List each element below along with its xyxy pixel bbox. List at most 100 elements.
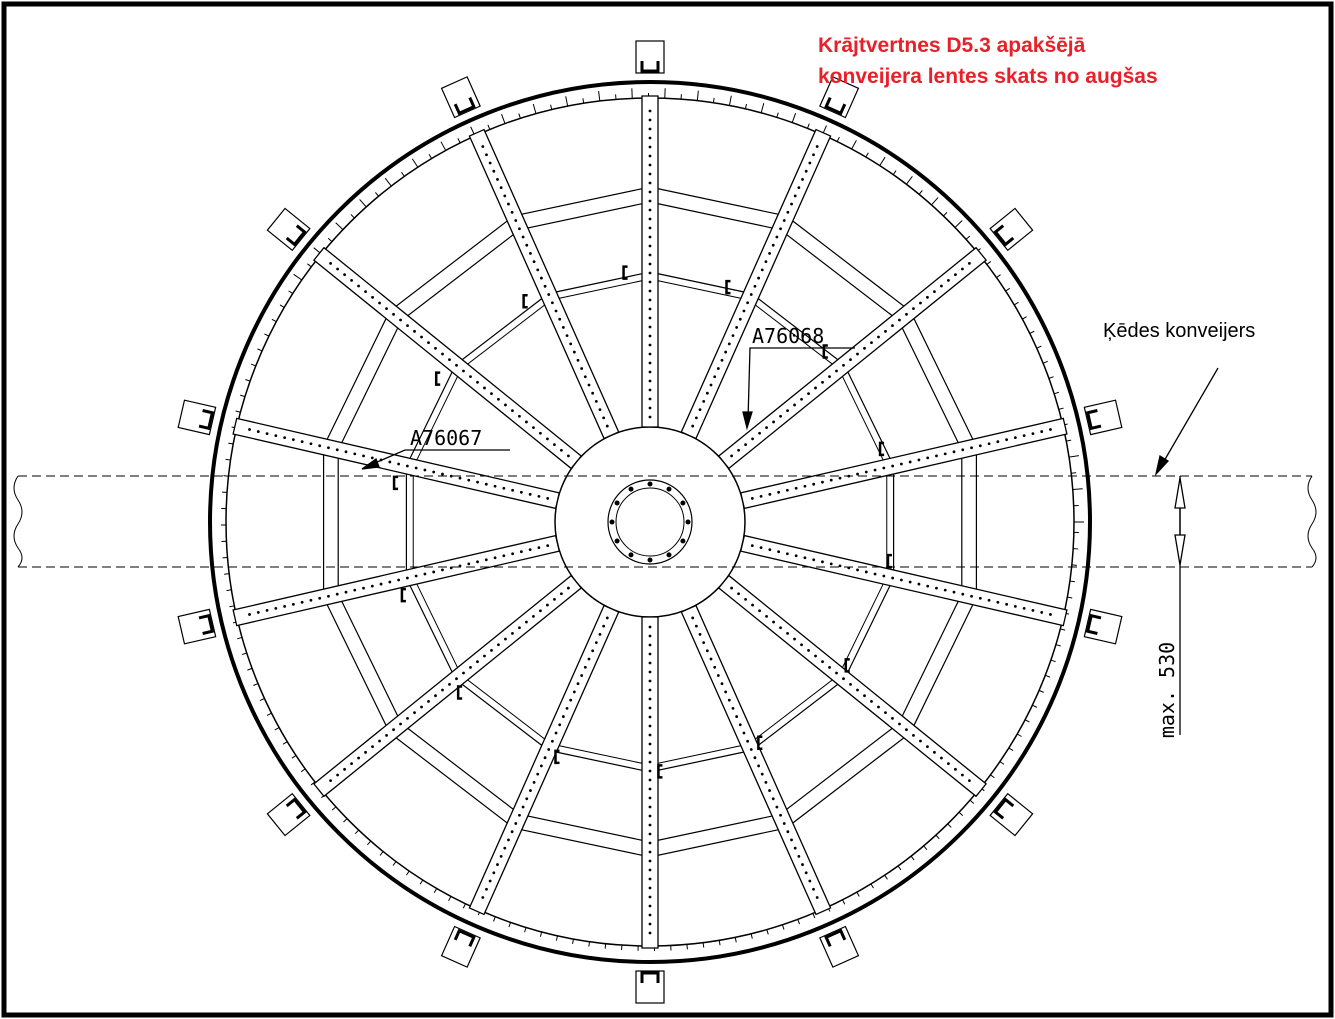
spoke-hole [749,293,753,296]
spoke-hole [561,715,565,718]
rim-tick [257,348,263,352]
spoke-hole [406,716,409,720]
rim-tick [327,237,333,242]
spoke-hole [648,724,652,728]
spoke-hole [427,341,430,345]
spoke-hole [547,293,551,296]
rim-tick [240,394,246,398]
spoke-hole [814,654,817,658]
spoke-hole [978,596,982,600]
spoke-hole [476,660,479,664]
rim-tick [947,823,952,828]
spoke-hole [801,863,804,866]
spoke-hole [357,756,360,760]
spoke-hole [406,324,409,328]
rim-tick [508,922,512,928]
spoke-hole [884,711,887,715]
spoke-hole [940,284,943,288]
clip [392,475,399,491]
rim-tick [259,698,265,702]
rim-tick [856,891,860,897]
spoke-hole [648,307,652,311]
bracket [635,970,665,1004]
spoke-hole [648,931,652,935]
spoke-hole [970,594,973,598]
spoke-hole [648,823,652,827]
spoke-hole [648,787,652,791]
spoke-hole [432,570,436,574]
rim-tick [728,95,732,106]
title-line: Krājtvertnes D5.3 apakšējā [818,34,1086,57]
spoke-hole [648,145,652,149]
rim-tick [282,741,288,745]
spoke-hole [842,363,845,367]
spoke-hole [775,805,779,809]
clip [822,344,828,359]
spoke-hole [856,352,859,356]
bolt [666,486,672,492]
spoke-hole [648,172,652,176]
spoke-hole [1031,432,1035,435]
rim-tick [969,799,975,804]
spoke-hole [943,452,947,456]
spoke-hole [329,261,332,265]
clip [878,441,885,457]
spoke-hole [580,367,584,370]
rim-tick [1058,407,1064,410]
rim-tick [943,212,948,217]
spoke-hole [413,711,416,715]
spoke-hole [891,464,895,468]
spoke-hole [558,723,562,727]
rim-tick [343,818,348,823]
spoke-hole [926,295,929,299]
rim-tick [1055,644,1061,647]
spoke-hole [362,454,365,458]
spoke-hole [648,751,652,755]
dimension-label: max. 530 [1155,642,1179,738]
rim-tick [696,90,699,101]
spoke-hole [484,558,488,562]
spoke-hole [940,756,943,760]
spoke-hole [385,733,388,737]
spoke-hole [291,602,295,606]
rim-tick [986,261,992,265]
bolt [647,557,653,563]
rim-tick [766,929,769,935]
rim-tick [935,834,940,840]
spoke-hole [532,260,536,264]
spoke [232,534,561,627]
spoke-hole [765,614,768,618]
spoke-hole [870,699,873,703]
spoke-hole [759,494,763,498]
spoke-hole [441,688,444,692]
spoke-hole [779,813,782,817]
rim-tick [359,199,367,208]
spoke-hole [771,243,775,247]
spoke-hole [648,850,652,854]
rim-tick [897,865,902,871]
clip [400,587,406,603]
spoke-hole [528,492,532,496]
spoke-hole [801,178,804,181]
rim-tick [582,98,585,104]
rim-tick [812,913,816,919]
spoke-hole [648,406,652,410]
rim-tick [1066,439,1072,442]
spoke-hole [540,764,543,768]
spoke-hole [441,352,444,356]
rim-tick [1008,747,1014,752]
rim-tick [539,931,543,937]
spoke-hole [648,643,652,647]
spoke-hole [933,290,936,294]
rim-tick [384,177,392,187]
spoke-hole [496,178,499,181]
spoke-hole [648,415,652,419]
spoke-hole [327,594,330,598]
spoke-hole [987,598,991,602]
spoke-hole [569,342,573,346]
spoke-hole [779,626,782,630]
rim-tick [851,139,857,150]
rim-tick [392,861,397,866]
spoke [468,604,620,916]
spoke-hole [648,634,652,638]
